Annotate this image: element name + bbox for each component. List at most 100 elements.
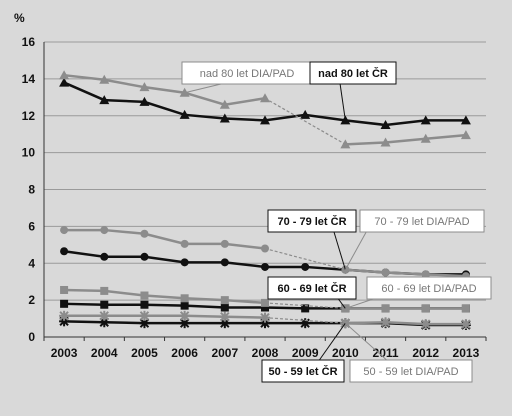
data-point-stroke (99, 311, 109, 321)
annotation-label: 60 - 69 let DIA/PAD (381, 283, 476, 295)
data-point-stroke (461, 319, 471, 329)
x-tick-label: 2006 (171, 346, 198, 360)
data-point (140, 229, 149, 238)
data-point (100, 226, 109, 235)
series-line (60, 226, 470, 281)
data-point (60, 299, 69, 308)
annotation-box (309, 61, 397, 85)
data-point (260, 312, 270, 323)
series-path (64, 314, 266, 319)
annotation-label: 70 - 79 let ČR (277, 215, 346, 228)
series-line (59, 310, 471, 330)
x-tick-label: 2012 (412, 346, 439, 360)
data-point (421, 270, 430, 279)
data-point (301, 304, 310, 313)
data-point (460, 319, 471, 330)
data-point (60, 285, 69, 294)
x-tick-label: 2003 (51, 346, 78, 360)
data-point-stroke (59, 311, 69, 321)
y-tick-label: 10 (22, 146, 36, 160)
data-point (180, 239, 189, 248)
data-point (219, 113, 230, 123)
annotation-box (261, 359, 345, 383)
series-gap-connector (264, 247, 346, 271)
series-path (345, 320, 466, 326)
data-point (140, 300, 149, 309)
data-point (220, 296, 229, 305)
data-point (420, 133, 431, 143)
data-point-stroke (260, 312, 270, 323)
annotation-leaders (184, 83, 387, 361)
data-point (59, 70, 70, 80)
y-tick-label: 4 (28, 256, 35, 270)
y-tick-label: 16 (22, 35, 36, 49)
data-point (380, 119, 391, 129)
x-tick-label: 2008 (252, 346, 279, 360)
data-point (60, 247, 69, 256)
data-point (99, 74, 110, 84)
data-point (460, 130, 471, 140)
data-point (100, 252, 109, 261)
annotation-leader (344, 231, 367, 270)
data-point-stroke (380, 317, 391, 327)
series-gap-connector (264, 97, 346, 145)
series-path (345, 133, 467, 146)
data-point (261, 303, 269, 312)
data-point (99, 310, 110, 321)
annotation-box (267, 276, 357, 300)
data-point (300, 109, 311, 119)
data-point (179, 310, 190, 321)
data-point (420, 115, 431, 125)
data-point (381, 304, 390, 313)
series-path (345, 268, 466, 278)
data-point-stroke (139, 318, 150, 328)
annotation-label: nad 80 let ČR (318, 67, 388, 80)
data-point (180, 294, 189, 303)
data-point (421, 304, 430, 313)
annotation-label: nad 80 let DIA/PAD (200, 68, 295, 80)
annotation-box (359, 209, 485, 233)
data-point (179, 109, 190, 119)
series-gap-connector (264, 317, 346, 324)
annotation-box (349, 359, 473, 383)
y-tick-label: 0 (28, 330, 35, 344)
data-point (219, 311, 230, 322)
data-point (381, 268, 390, 277)
x-tick-label: 2009 (292, 346, 319, 360)
series-path (64, 228, 266, 250)
data-point (139, 82, 150, 92)
annotation-box (267, 209, 357, 233)
data-point (139, 310, 150, 321)
y-tick-labels: 0 2 4 6 8 10 12 14 16 (22, 35, 36, 344)
annotation-label: 70 - 79 let DIA/PAD (374, 216, 469, 228)
data-point (220, 258, 229, 267)
data-point (260, 115, 270, 125)
annotation-label: 50 - 59 let DIA/PAD (363, 366, 458, 378)
series-gap-connector (264, 302, 346, 310)
data-point (99, 95, 110, 105)
x-tick-label: 2011 (373, 346, 399, 360)
annotation-label: 50 - 59 let ČR (268, 365, 337, 378)
data-point (301, 262, 310, 271)
data-point (59, 310, 70, 321)
x-tick-label: 2010 (332, 346, 359, 360)
data-point-stroke (421, 319, 431, 329)
annotation-leader (339, 83, 346, 121)
y-tick-label: 6 (28, 219, 35, 233)
data-point-stroke (220, 312, 230, 322)
x-tick-label: 2004 (91, 346, 118, 360)
data-point (180, 258, 189, 267)
data-point (180, 301, 189, 310)
data-point (460, 115, 471, 125)
series-path (63, 73, 266, 106)
data-point (219, 99, 230, 109)
x-tick-label: 2007 (211, 346, 238, 360)
data-point (380, 317, 391, 328)
data-point (220, 239, 229, 248)
data-point (100, 286, 109, 295)
data-point (261, 244, 269, 253)
y-tick-label: 2 (28, 293, 35, 307)
annotation-label: 60 - 69 let ČR (277, 282, 346, 295)
